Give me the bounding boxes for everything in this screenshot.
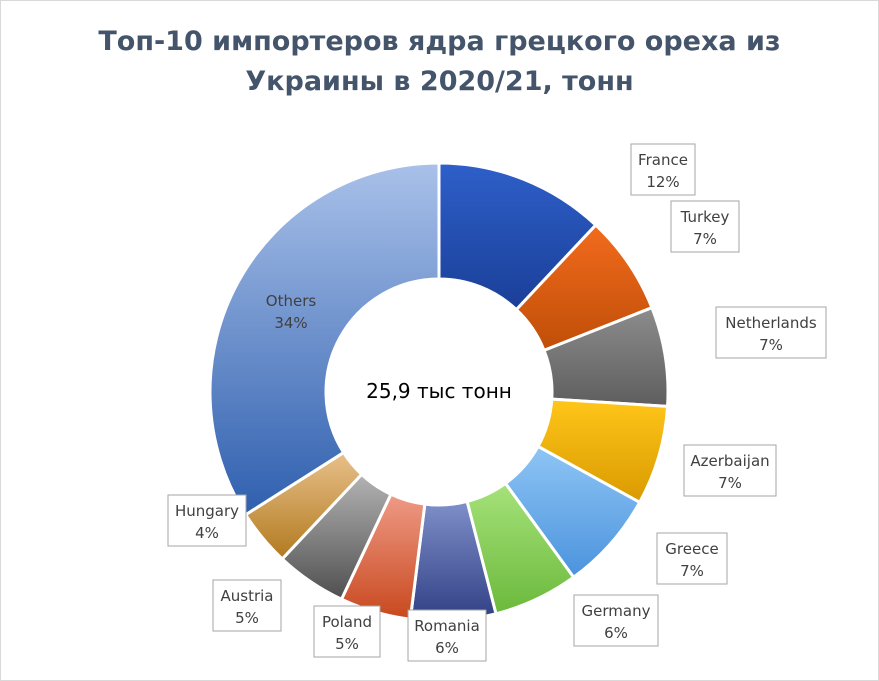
data-label-name: Austria xyxy=(221,587,274,605)
chart-title-line-2: Украины в 2020/21, тонн xyxy=(245,66,634,97)
data-label-percent: 4% xyxy=(195,524,219,542)
slice-others xyxy=(208,161,441,517)
data-label-others: Others 34% xyxy=(266,292,317,332)
data-label-poland: Poland 5% xyxy=(313,605,381,658)
data-label-percent: 7% xyxy=(718,474,742,492)
data-label-azerbaijan: Azerbaijan 7% xyxy=(683,444,777,497)
data-label-name: Poland xyxy=(322,613,372,631)
data-label-percent: 6% xyxy=(435,639,459,657)
data-label-name: Azerbaijan xyxy=(690,452,769,470)
donut-slices xyxy=(208,161,670,623)
data-label-percent: 7% xyxy=(680,562,704,580)
data-label-percent: 7% xyxy=(759,336,783,354)
chart-title: Топ-10 импортеров ядра грецкого ореха из… xyxy=(0,22,879,102)
data-label-name: Netherlands xyxy=(725,314,817,332)
data-label-percent: 7% xyxy=(693,230,717,248)
data-label-romania: Romania 6% xyxy=(407,609,487,662)
data-label-name: France xyxy=(638,151,688,169)
data-label-france: France 12% xyxy=(630,143,696,196)
data-label-percent: 12% xyxy=(646,173,679,191)
data-label-name: Germany xyxy=(582,602,651,620)
data-label-percent: 34% xyxy=(274,314,307,332)
data-label-percent: 5% xyxy=(235,609,259,627)
data-label-percent: 5% xyxy=(335,635,359,653)
data-label-name: Hungary xyxy=(175,502,239,520)
data-label-percent: 6% xyxy=(604,624,628,642)
chart-title-line-1: Топ-10 импортеров ядра грецкого ореха из xyxy=(98,26,781,57)
data-label-hungary: Hungary 4% xyxy=(167,494,247,547)
data-label-name: Greece xyxy=(665,540,718,558)
data-label-name: Others xyxy=(266,292,317,310)
data-label-name: Turkey xyxy=(680,208,730,226)
data-label-name: Romania xyxy=(414,617,480,635)
donut-labels: France12%Turkey7%Netherlands7%Azerbaijan… xyxy=(167,143,827,662)
donut-center-label: 25,9 тыс тонн xyxy=(366,379,512,403)
data-label-greece: Greece 7% xyxy=(656,532,728,585)
data-label-germany: Germany 6% xyxy=(573,594,659,647)
data-label-netherlands: Netherlands 7% xyxy=(715,306,827,359)
data-label-turkey: Turkey 7% xyxy=(670,200,740,253)
data-label-austria: Austria 5% xyxy=(212,579,282,632)
